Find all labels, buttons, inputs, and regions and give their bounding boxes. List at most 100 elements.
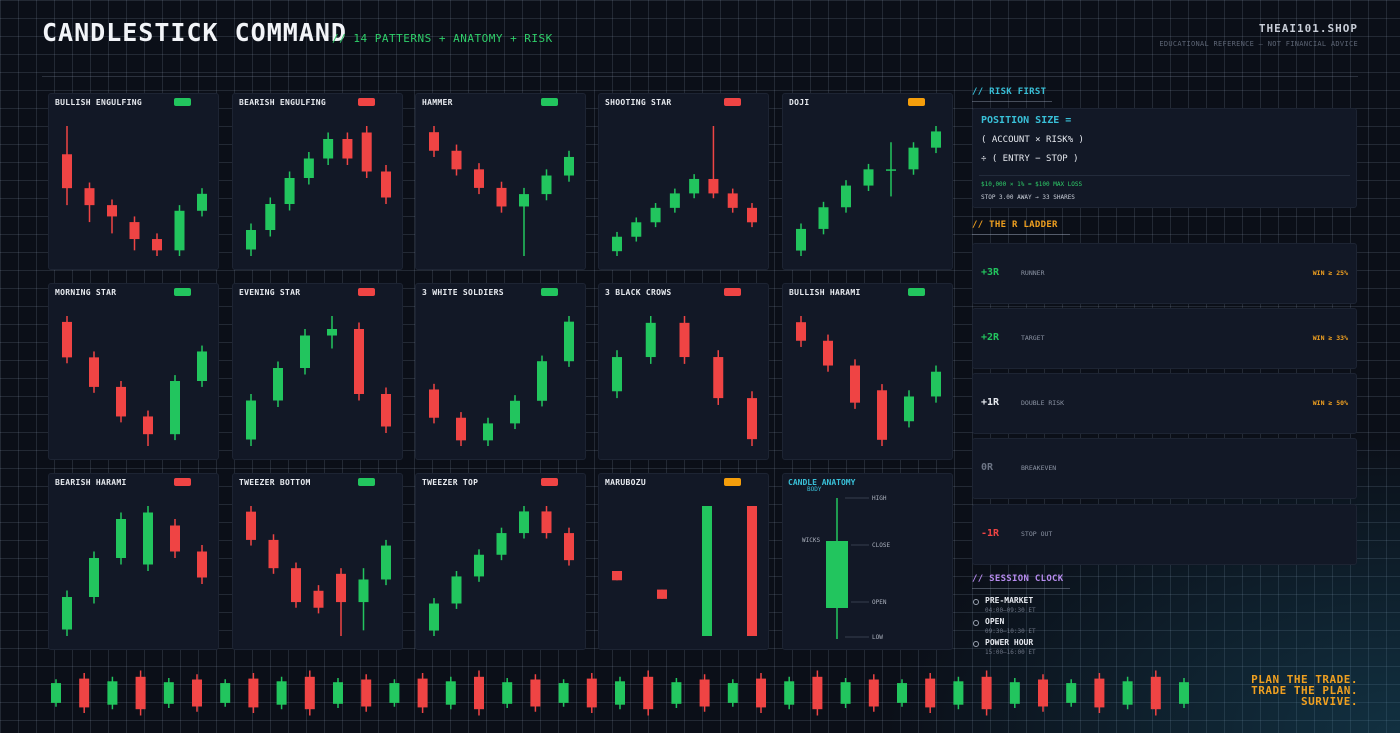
bias-badge-bearish [358, 98, 375, 106]
strip-body [1122, 681, 1133, 705]
formula-title: POSITION SIZE = [981, 115, 1072, 126]
candle-body [713, 357, 724, 399]
formula-line-1: ( ACCOUNT × RISK% ) [981, 135, 1084, 145]
candle-body [931, 371, 941, 397]
candle-body [89, 357, 99, 387]
pattern-chart [429, 506, 574, 636]
pattern-name: TWEEZER BOTTOM [239, 478, 311, 487]
candle-body [931, 131, 941, 148]
candle-body [519, 511, 529, 534]
candle-body [645, 322, 656, 358]
pattern-card-evening-star[interactable]: EVENING STAR [232, 283, 403, 460]
bias-badge-bearish [724, 288, 741, 296]
pattern-card-tweezer-bottom[interactable]: TWEEZER BOTTOM [232, 473, 403, 650]
pattern-card-3-black-crows[interactable]: 3 BLACK CROWS [598, 283, 769, 460]
anatomy-low-label: LOW [872, 634, 883, 641]
session-dot-icon [973, 599, 979, 605]
motto: PLAN THE TRADE. TRADE THE PLAN. SURVIVE. [1251, 674, 1358, 707]
strip-body [502, 682, 513, 704]
pattern-name: BULLISH HARAMI [789, 288, 861, 297]
candle-body [170, 525, 180, 552]
motto-line-1: PLAN THE TRADE. [1251, 673, 1358, 686]
candle-body [689, 178, 700, 194]
pattern-name: SHOOTING STAR [605, 98, 672, 107]
candle-body [496, 187, 507, 207]
strip-body [784, 681, 795, 705]
strip-body [248, 678, 259, 708]
candle-body [886, 169, 896, 171]
pattern-card-morning-star[interactable]: MORNING STAR [48, 283, 219, 460]
disclaimer: EDUCATIONAL REFERENCE — NOT FINANCIAL AD… [1159, 40, 1358, 48]
candle-body [877, 390, 887, 440]
pattern-chart [429, 126, 574, 256]
candle-body [474, 554, 484, 577]
pattern-name: HAMMER [422, 98, 453, 107]
anatomy-open-label: OPEN [872, 599, 887, 606]
strip-body [417, 678, 428, 708]
pattern-card-bullish-harami[interactable]: BULLISH HARAMI [782, 283, 953, 460]
candle-body [62, 321, 72, 358]
pattern-chart [796, 126, 941, 256]
strip-body [981, 676, 992, 710]
bias-badge-bullish [358, 478, 375, 486]
pattern-name: BEARISH ENGULFING [239, 98, 326, 107]
pattern-card-marubozu[interactable]: MARUBOZU [598, 473, 769, 650]
brand-link[interactable]: THEAI101.SHOP [1258, 22, 1358, 35]
pattern-name: MORNING STAR [55, 288, 117, 297]
candle-body [143, 416, 153, 435]
pattern-card-3-white-soldiers[interactable]: 3 WHITE SOLDIERS [415, 283, 586, 460]
strip-body [1066, 683, 1077, 703]
decorative-candle-strip [51, 670, 1189, 716]
candle-body [650, 207, 661, 223]
candle-body [116, 519, 126, 558]
candle-body [612, 236, 622, 252]
bias-badge-bearish [541, 478, 558, 486]
candle-body [474, 169, 484, 188]
session-name: POWER HOUR [985, 638, 1034, 647]
candle-body [708, 178, 719, 194]
anatomy-body-label: BODY [807, 486, 822, 493]
candle-body [170, 381, 180, 435]
strip-body [304, 676, 315, 710]
candle-body [796, 228, 806, 251]
strip-body [107, 681, 118, 705]
strip-body [643, 676, 654, 710]
candle-body [246, 511, 256, 540]
pattern-chart [62, 316, 207, 446]
pattern-card-bearish-engulfing[interactable]: BEARISH ENGULFING [232, 93, 403, 270]
candle-body [747, 506, 757, 636]
strip-body [474, 676, 484, 710]
candle-body [381, 394, 391, 427]
anatomy-title: CANDLE ANATOMY [788, 478, 856, 487]
bias-badge-bearish [724, 98, 741, 106]
pattern-card-doji[interactable]: DOJI [782, 93, 953, 270]
formula-line-2: ÷ ( ENTRY − STOP ) [981, 154, 1079, 164]
candle-anatomy-card: CANDLE ANATOMY BODY WICKS HIGH CLOSE OPE… [782, 473, 953, 650]
pattern-chart [612, 126, 757, 256]
pattern-chart [612, 506, 757, 636]
strip-body [220, 683, 231, 703]
candle-body [823, 340, 833, 366]
candle-body [197, 193, 207, 211]
position-size-formula: POSITION SIZE = ( ACCOUNT × RISK% ) ÷ ( … [972, 108, 1357, 208]
pattern-card-bearish-harami[interactable]: BEARISH HARAMI [48, 473, 219, 650]
formula-divider [979, 175, 1350, 176]
bias-badge-bullish [541, 98, 558, 106]
candle-body [510, 400, 520, 424]
pattern-card-hammer[interactable]: HAMMER [415, 93, 586, 270]
ladder-rung: +3R RUNNER WIN ≥ 25% [972, 243, 1357, 304]
pattern-card-bullish-engulfing[interactable]: BULLISH ENGULFING [48, 93, 219, 270]
candle-body [268, 539, 279, 569]
strip-body [671, 682, 682, 704]
bias-badge-neutral [724, 478, 741, 486]
strip-body [756, 678, 766, 708]
ladder-rung: +2R TARGET WIN ≥ 33% [972, 308, 1357, 369]
candle-body [107, 205, 117, 217]
rung-value: -1R [981, 528, 1000, 539]
candle-body [342, 139, 353, 159]
candle-body [336, 573, 346, 603]
pattern-card-tweezer-top[interactable]: TWEEZER TOP [415, 473, 586, 650]
rung-label: TARGET [1021, 334, 1045, 342]
candle-body [265, 204, 276, 230]
pattern-card-shooting-star[interactable]: SHOOTING STAR [598, 93, 769, 270]
